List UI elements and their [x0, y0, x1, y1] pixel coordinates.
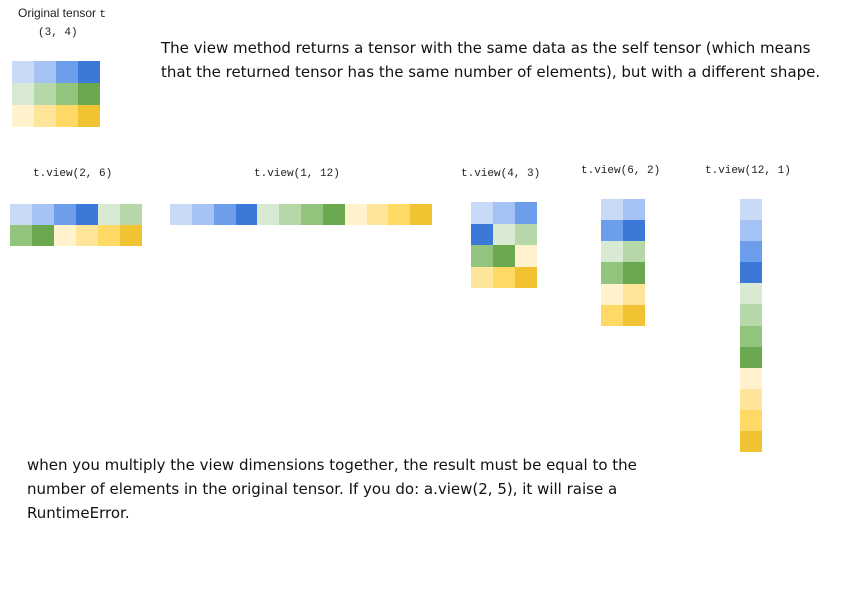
original-tensor-cell — [34, 105, 56, 127]
view-12-1-cell — [740, 367, 762, 389]
view-4-3-cell — [515, 266, 537, 288]
view-12-1-cell — [740, 409, 762, 431]
view-4-3-cell — [493, 245, 515, 267]
original-tensor-cell — [78, 61, 100, 83]
original-tensor-cell — [34, 61, 56, 83]
view-2-6-cell — [10, 204, 32, 225]
view-2-6-cell — [76, 225, 98, 246]
view-1-12-cell — [301, 204, 323, 225]
original-tensor-cell — [78, 83, 100, 105]
view-1-12-cell — [191, 204, 214, 225]
original-tensor-cell — [12, 83, 34, 105]
view-4-3-grid — [471, 202, 537, 288]
view-2-6-cell — [98, 225, 120, 246]
view-1-12-cell — [235, 204, 258, 225]
view-dimensions-note: when you multiply the view dimensions to… — [27, 456, 637, 522]
view-12-1-cell — [740, 304, 762, 326]
view-12-1-cell — [740, 220, 762, 242]
view-1-12-cell — [366, 204, 389, 225]
view-4-3-cell — [493, 202, 515, 224]
view-6-2-cell — [623, 283, 645, 305]
view-method-description: The view method returns a tensor with th… — [161, 39, 821, 81]
view-1-12-cell — [257, 204, 280, 225]
view-4-3-cell — [515, 202, 537, 224]
view-6-2-cell — [623, 262, 645, 284]
view-12-1-cell — [740, 325, 762, 347]
original-tensor-cell — [56, 61, 78, 83]
view-12-1-cell — [740, 346, 762, 368]
view-6-2-grid — [601, 199, 645, 326]
view-6-2-cell — [601, 262, 623, 284]
view-12-1-cell — [740, 262, 762, 284]
view-6-2-cell — [601, 220, 623, 242]
view-6-2-cell — [623, 199, 645, 221]
view-2-6-cell — [54, 225, 76, 246]
view-2-6-cell — [32, 204, 54, 225]
original-tensor-shape: (3, 4) — [38, 27, 78, 39]
view-12-1-cell — [740, 388, 762, 410]
view-4-3-cell — [515, 245, 537, 267]
view-4-3-cell — [471, 223, 493, 245]
view-4-3-cell — [471, 202, 493, 224]
view-2-6-label: t.view(2, 6) — [33, 168, 113, 180]
view-4-3-cell — [493, 266, 515, 288]
view-12-1-label: t.view(12, 1) — [705, 165, 791, 177]
original-tensor-cell — [56, 105, 78, 127]
original-tensor-cell — [34, 83, 56, 105]
view-6-2-cell — [623, 241, 645, 263]
view-12-1-cell — [740, 241, 762, 263]
view-1-12-cell — [279, 204, 301, 225]
view-12-1-cell — [740, 283, 762, 305]
view-2-6-cell — [32, 225, 54, 246]
view-6-2-cell — [601, 241, 623, 263]
original-tensor-title: Original tensor t — [18, 6, 106, 21]
view-4-3-cell — [471, 245, 493, 267]
view-2-6-cell — [120, 204, 142, 225]
view-4-3-cell — [471, 266, 493, 288]
view-6-2-label: t.view(6, 2) — [581, 165, 661, 177]
view-1-12-cell — [388, 204, 411, 225]
view-1-12-cell — [410, 204, 432, 225]
view-1-12-label: t.view(1, 12) — [254, 168, 340, 180]
original-tensor-label: Original tensor — [18, 6, 97, 20]
view-6-2-cell — [623, 220, 645, 242]
original-tensor-variable: t — [99, 9, 106, 21]
view-2-6-grid — [10, 204, 142, 246]
view-12-1-cell — [740, 430, 762, 452]
view-2-6-cell — [98, 204, 120, 225]
original-tensor-cell — [78, 105, 100, 127]
view-2-6-cell — [76, 204, 98, 225]
original-tensor-cell — [12, 105, 34, 127]
view-6-2-cell — [623, 304, 645, 326]
view-4-3-cell — [515, 223, 537, 245]
view-4-3-label: t.view(4, 3) — [461, 168, 541, 180]
view-1-12-cell — [170, 204, 192, 225]
view-12-1-cell — [740, 199, 762, 221]
view-1-12-cell — [213, 204, 236, 225]
original-tensor-cell — [12, 61, 34, 83]
view-2-6-cell — [54, 204, 76, 225]
view-1-12-cell — [344, 204, 367, 225]
original-tensor-grid — [12, 61, 100, 127]
view-6-2-cell — [601, 199, 623, 221]
original-tensor-cell — [56, 83, 78, 105]
view-2-6-cell — [10, 225, 32, 246]
view-2-6-cell — [120, 225, 142, 246]
view-1-12-grid — [170, 204, 432, 225]
view-6-2-cell — [601, 283, 623, 305]
view-4-3-cell — [493, 223, 515, 245]
view-6-2-cell — [601, 304, 623, 326]
view-12-1-grid — [740, 199, 762, 452]
view-1-12-cell — [322, 204, 345, 225]
